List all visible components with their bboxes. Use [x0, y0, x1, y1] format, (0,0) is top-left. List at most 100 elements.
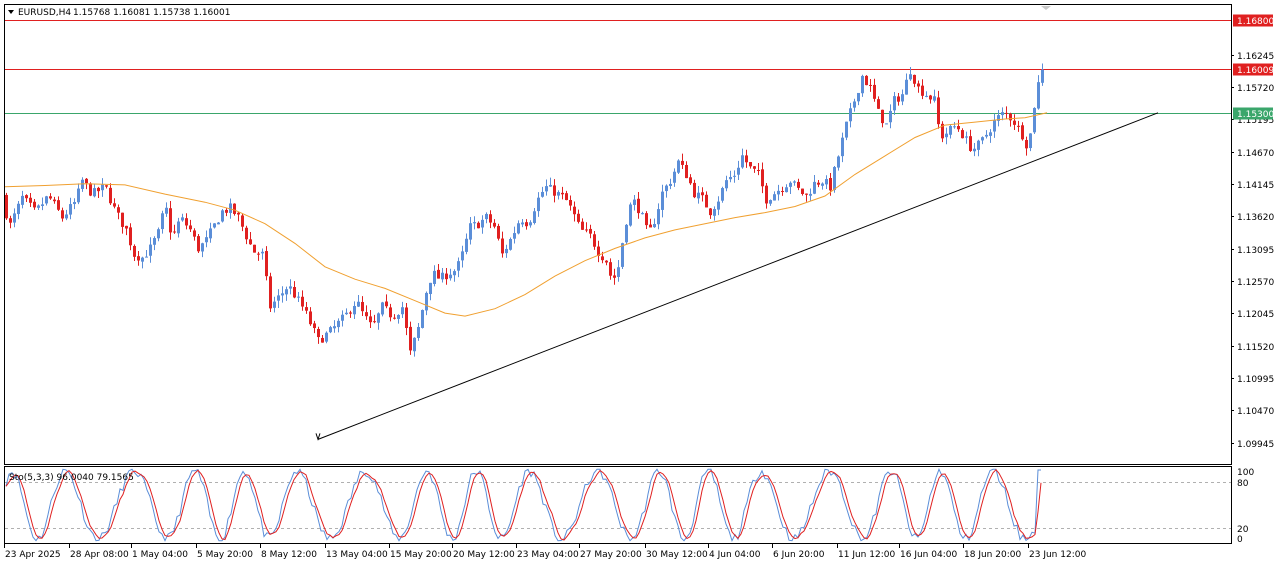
candle-body-87 [353, 305, 356, 315]
candle-body-168 [677, 160, 680, 173]
candle-body-236 [949, 126, 952, 135]
candle-body-245 [985, 134, 988, 137]
candle-body-155 [625, 224, 628, 243]
candle-body-238 [957, 126, 960, 130]
time-tick-label-16: 23 Jun 12:00 [1029, 550, 1086, 560]
candle-body-175 [705, 194, 708, 208]
candle-body-40 [165, 207, 168, 214]
stoch-tick-label-1: 80 [1237, 479, 1249, 489]
candle-body-36 [149, 244, 152, 256]
candle-body-96 [389, 307, 392, 318]
candle-body-135 [545, 186, 548, 192]
candle-body-21 [89, 183, 92, 196]
candle-body-247 [993, 120, 996, 132]
price-tick-label-4: 1.14145 [1237, 181, 1274, 191]
time-tick-label-4: 8 May 12:00 [261, 550, 317, 560]
stoch-tick-label-0: 100 [1237, 468, 1254, 478]
candle-body-201 [809, 193, 812, 196]
candle-body-255 [1025, 139, 1028, 149]
candle-body-38 [157, 229, 160, 239]
time-tick-label-7: 20 May 12:00 [453, 550, 515, 560]
candle-body-165 [665, 185, 668, 192]
candle-body-243 [977, 140, 980, 150]
candle-body-6 [29, 197, 32, 203]
candle-body-100 [405, 307, 408, 329]
candle-body-105 [425, 292, 428, 311]
candle-body-174 [701, 192, 704, 196]
candle-body-169 [681, 160, 684, 165]
candle-body-118 [477, 222, 480, 229]
time-tick-label-11: 4 Jun 04:00 [709, 550, 761, 560]
candle-body-163 [657, 209, 660, 225]
candle-body-46 [189, 225, 192, 230]
candle-body-156 [629, 204, 632, 226]
candle-body-16 [69, 204, 72, 215]
price-tick-label-5: 1.13620 [1237, 213, 1274, 223]
candle-body-180 [725, 180, 728, 189]
candle-body-186 [749, 162, 752, 167]
time-tick-label-0: 23 Apr 2025 [5, 550, 61, 560]
candle-body-5 [25, 195, 28, 199]
candle-body-106 [429, 282, 432, 295]
candle-body-123 [497, 225, 500, 239]
candle-body-91 [369, 316, 372, 323]
candle-body-143 [577, 213, 580, 222]
stoch-tick-label-3: 0 [1237, 535, 1243, 545]
candle-body-56 [229, 203, 232, 213]
candle-body-250 [1005, 112, 1008, 114]
candle-body-51 [209, 228, 212, 239]
candle-body-233 [937, 97, 940, 125]
candle-body-129 [521, 222, 524, 225]
candle-body-213 [857, 92, 860, 102]
candle-body-192 [773, 194, 776, 201]
candle-body-172 [693, 182, 696, 198]
candle-body-124 [501, 238, 504, 254]
candle-body-34 [141, 257, 144, 262]
price-tag-bg-1 [1233, 63, 1273, 76]
candle-body-211 [849, 108, 852, 122]
candle-body-150 [605, 260, 608, 263]
candle-body-109 [441, 272, 444, 280]
candle-body-125 [505, 248, 508, 254]
stoch-signal-line [5, 468, 1042, 541]
candle-body-68 [277, 295, 280, 301]
candle-body-61 [249, 239, 252, 245]
candle-body-241 [969, 136, 972, 151]
candle-body-69 [281, 293, 284, 296]
candle-body-134 [541, 191, 544, 197]
candle-body-239 [961, 130, 964, 139]
candle-body-30 [125, 225, 128, 229]
menu-triangle-icon[interactable] [8, 10, 14, 14]
price-tag-label-1: 1.16009 [1237, 66, 1274, 76]
candle-body-116 [469, 223, 472, 240]
candle-body-114 [461, 251, 464, 261]
candle-body-188 [757, 169, 760, 171]
candle-body-235 [945, 133, 948, 138]
candle-body-200 [805, 193, 808, 195]
scroll-marker-icon[interactable] [1041, 6, 1051, 10]
candle-body-215 [865, 75, 868, 86]
candle-body-70 [285, 289, 288, 295]
candle-body-158 [637, 198, 640, 214]
candle-body-110 [445, 273, 448, 280]
candle-body-26 [109, 187, 112, 204]
candle-body-12 [53, 199, 56, 202]
candle-body-101 [409, 326, 412, 351]
candle-body-103 [417, 327, 420, 338]
candle-body-126 [509, 239, 512, 250]
candle-body-137 [553, 185, 556, 196]
candle-body-248 [997, 115, 1000, 121]
candle-body-187 [753, 166, 756, 169]
horizontal-lines [5, 20, 1231, 114]
candle-body-50 [205, 237, 208, 243]
candle-body-35 [145, 256, 148, 258]
candle-body-230 [925, 95, 928, 97]
candle-body-218 [877, 99, 880, 109]
candle-body-23 [97, 187, 100, 192]
ma-line [4, 112, 1048, 317]
candle-body-95 [385, 301, 388, 307]
candle-body-222 [893, 96, 896, 111]
candle-body-66 [269, 276, 272, 309]
candle-body-1 [9, 218, 12, 223]
candle-body-24 [101, 184, 104, 191]
